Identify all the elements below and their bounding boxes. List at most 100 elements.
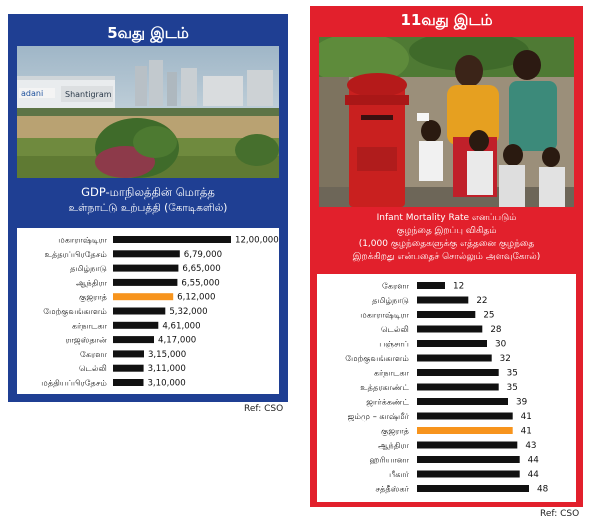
bar-label: தமிழ்நாடு <box>70 263 107 273</box>
bar-value-label: 6,55,000 <box>181 278 219 288</box>
imr-panel: 11வது இடம் <box>310 6 583 507</box>
bar-value-label: 44 <box>528 470 540 480</box>
bar-value-label: 12,00,000 <box>235 236 279 246</box>
bar <box>417 398 508 405</box>
bar-label: ஆந்திரா <box>76 277 108 287</box>
imr-bar-chart: கேரளா 12 தமிழ்நாடு 22 மகாராஷ்டிரா 25 டெல்லி 28 ப… <box>317 274 576 502</box>
bar-value-label: 4,61,000 <box>162 321 200 331</box>
bar-label: ஜம்மு – காஷ்மீர் <box>348 411 410 422</box>
bar <box>113 321 159 329</box>
bar-label: மேற்குவங்காளம் <box>43 306 107 317</box>
bar-label: பீகார் <box>389 469 410 479</box>
bar-value-label: 5,32,000 <box>169 307 207 317</box>
gdp-subtitle: GDP-மாநிலத்தின் மொத்த உள்நாட்டு உற்பத்தி… <box>14 184 282 216</box>
bar-value-label: 22 <box>476 296 487 306</box>
imr-subtitle-line4: இறக்கிறது என்பதைச் சொல்லும் அளவுகோல்) <box>352 252 541 262</box>
imr-rank-title: 11வது இடம் <box>400 11 493 29</box>
adani-sign: adani <box>21 89 43 98</box>
bar <box>417 340 487 347</box>
postbox-photo <box>319 37 574 207</box>
bar-value-label: 3,11,000 <box>148 364 186 374</box>
gdp-rank-title: 5வது இடம் <box>107 24 189 42</box>
imr-chart-svg: கேரளா 12 தமிழ்நாடு 22 மகாராஷ்டிரா 25 டெல்லி 28 ப… <box>345 281 548 495</box>
bar-value-label: 12 <box>453 282 464 292</box>
bar <box>417 470 520 478</box>
postbox-photo-image <box>319 37 574 207</box>
bar <box>417 412 513 420</box>
gdp-source-ref: Ref: CSO <box>244 404 284 414</box>
bar-label: சத்தீஸ்கர் <box>375 484 409 494</box>
bar-label: மகாராஷ்டிரா <box>58 235 108 245</box>
shantigram-sign: Shantigram <box>65 90 112 99</box>
imr-source-ref: Ref: CSO <box>540 509 580 519</box>
bar-label: டெல்லி <box>381 324 409 334</box>
bar <box>417 354 492 362</box>
bar-value-label: 30 <box>495 340 507 350</box>
city-photo-image: adani Shantigram <box>17 46 279 178</box>
bar <box>417 325 483 333</box>
bar-label: பஞ்சாப் <box>379 339 409 350</box>
bar <box>113 364 144 372</box>
imr-subtitle-line1: Infant Mortality Rate எனப்படும் <box>376 213 517 223</box>
bar-label: உத்தரப்பிரதேசம் <box>45 249 107 259</box>
bar-label: மேற்குவங்காளம் <box>345 353 409 364</box>
bar <box>113 236 231 243</box>
gdp-chart-svg: மகாராஷ்டிரா 12,00,000 உத்தரப்பிரதேசம் 6,79,… <box>41 235 279 389</box>
imr-subtitle-line3: (1,000 குழந்தைகளுக்கு எத்தனை குழந்தை <box>358 239 535 249</box>
bar-value-label: 43 <box>525 441 536 451</box>
bar-value-label: 32 <box>500 354 511 364</box>
bar-label: ஹரியானா <box>370 455 410 465</box>
bar <box>113 350 144 358</box>
bar <box>113 278 178 286</box>
bar-value-label: 44 <box>528 456 540 466</box>
bar-label: கர்நாடகா <box>72 320 108 330</box>
bar <box>113 307 166 315</box>
gdp-subtitle-line2: உள்நாட்டு உற்பத்தி (கோடிகளில்) <box>68 202 228 214</box>
bar <box>113 336 154 344</box>
bar-value-label: 39 <box>516 398 527 408</box>
bar <box>113 264 179 272</box>
bar-value-label: 3,15,000 <box>148 350 186 360</box>
bar-label: தமிழ்நாடு <box>372 295 409 305</box>
bar-label: கேரளா <box>80 349 108 359</box>
city-photo: adani Shantigram <box>17 46 279 178</box>
bar <box>417 311 476 318</box>
bar <box>417 485 529 492</box>
bar <box>113 250 180 258</box>
bar <box>417 369 499 376</box>
bar-value-label: 35 <box>507 383 518 393</box>
bar-label: மத்தியப்பிரதேசம் <box>41 378 107 388</box>
imr-subtitle-line2: குழந்தை இறப்பு விகிதம் <box>396 226 497 236</box>
gdp-panel: 5வது இடம் adani Shantigram <box>8 14 288 402</box>
bar-value-label: 25 <box>483 311 494 321</box>
bar <box>417 282 445 289</box>
gdp-bar-chart: மகாராஷ்டிரா 12,00,000 உத்தரப்பிரதேசம் 6,79,… <box>17 228 279 394</box>
bar-label: கர்நாடகா <box>374 368 410 378</box>
bar-value-label: 6,65,000 <box>182 264 220 274</box>
bar-value-label: 35 <box>507 369 518 379</box>
bar-label: ராஜஸ்தான் <box>65 335 107 346</box>
highlight-bar <box>113 293 174 301</box>
bar-label: மகாராஷ்டிரா <box>360 310 410 320</box>
bar-value-label: 48 <box>537 485 548 495</box>
bar-label: உத்தரகாண்ட் <box>360 382 409 392</box>
bar <box>417 456 520 463</box>
bar-value-label: 41 <box>521 412 532 422</box>
bar-value-label: 4,17,000 <box>158 336 196 346</box>
bar-value-label: 6,79,000 <box>184 250 222 260</box>
highlight-bar <box>417 427 513 434</box>
bar-label: குஜராத் <box>381 426 409 437</box>
bar-value-label: 3,10,000 <box>147 379 185 389</box>
bar <box>417 296 469 304</box>
bar-value-label: 28 <box>490 325 501 335</box>
bar-label: குஜராத் <box>79 292 107 303</box>
bar <box>417 383 499 391</box>
bar-value-label: 41 <box>521 427 532 437</box>
bar-label: ஜார்க்கண்ட் <box>366 397 409 408</box>
bar-label: டெல்லி <box>79 363 107 373</box>
gdp-subtitle-line1: GDP-மாநிலத்தின் மொத்த <box>81 185 215 199</box>
bar-label: கேரளா <box>382 281 410 291</box>
bar <box>113 379 144 386</box>
bar-value-label: 6,12,000 <box>177 293 215 303</box>
bar-label: ஆந்திரா <box>378 440 410 450</box>
